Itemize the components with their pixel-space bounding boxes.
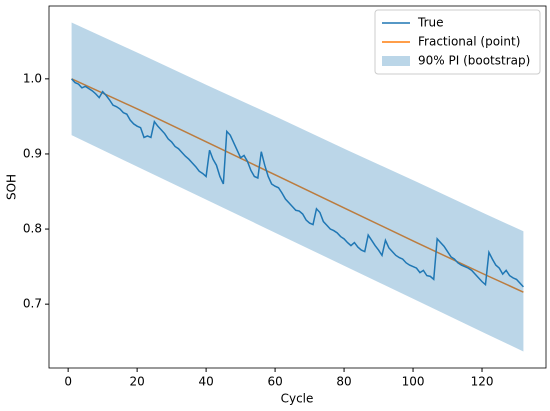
y-axis-label: SOH [5, 174, 19, 200]
x-tick-label: 40 [198, 375, 213, 389]
line-series [71, 78, 524, 293]
legend-label: True [417, 16, 444, 30]
x-tick-label: 120 [471, 375, 494, 389]
x-tick-label: 20 [129, 375, 144, 389]
y-tick-label: 0.8 [23, 222, 42, 236]
legend-swatch [382, 56, 410, 66]
legend-label: 90% PI (bootstrap) [418, 54, 530, 68]
x-axis-label: Cycle [281, 392, 314, 406]
y-tick-label: 1.0 [23, 71, 42, 85]
x-tick-label: 0 [64, 375, 72, 389]
x-tick-label: 60 [267, 375, 282, 389]
x-tick-label: 100 [402, 375, 425, 389]
plot-frame [48, 5, 547, 369]
y-tick-label: 0.7 [23, 297, 42, 311]
x-tick-label: 80 [336, 375, 351, 389]
legend-label: Fractional (point) [418, 35, 520, 49]
y-tick-label: 0.9 [23, 146, 42, 160]
line-series [71, 78, 524, 288]
prediction-band [71, 22, 524, 352]
legend-box [374, 9, 541, 75]
